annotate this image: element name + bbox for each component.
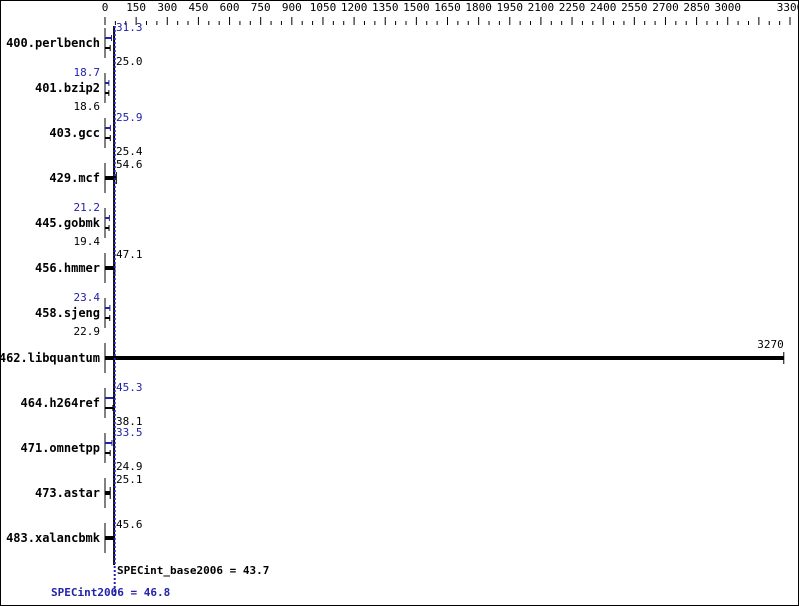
x-tick-label: 3000 (714, 1, 741, 14)
base-value-label: 25.4 (116, 145, 143, 158)
base-value-label: 18.6 (74, 100, 101, 113)
x-tick-label: 1950 (497, 1, 524, 14)
base-value-label: 24.9 (116, 460, 143, 473)
x-tick-label: 750 (251, 1, 271, 14)
x-tick-label: 3300 (777, 1, 799, 14)
base-summary-label: SPECint_base2006 = 43.7 (117, 564, 269, 577)
base-value-label: 22.9 (74, 325, 101, 338)
x-tick-label: 2400 (590, 1, 617, 14)
x-tick-label: 1200 (341, 1, 368, 14)
base-value-label: 3270 (757, 338, 784, 351)
x-tick-label: 2850 (683, 1, 710, 14)
benchmark-label: 429.mcf (49, 171, 100, 185)
benchmark-label: 400.perlbench (6, 36, 100, 50)
peak-value-label: 18.7 (74, 66, 101, 79)
base-value-label: 38.1 (116, 415, 143, 428)
x-tick-label: 600 (220, 1, 240, 14)
x-tick-label: 0 (102, 1, 109, 14)
benchmark-label: 464.h264ref (21, 396, 100, 410)
peak-value-label: 33.5 (116, 426, 143, 439)
base-value-label: 19.4 (74, 235, 101, 248)
x-tick-label: 300 (157, 1, 177, 14)
x-tick-label: 2250 (559, 1, 586, 14)
x-tick-label: 1350 (372, 1, 399, 14)
benchmark-label: 445.gobmk (35, 216, 101, 230)
x-tick-label: 150 (126, 1, 146, 14)
x-tick-label: 1050 (310, 1, 337, 14)
base-value-label: 47.1 (116, 248, 143, 261)
benchmark-label: 473.astar (35, 486, 100, 500)
base-value-label: 45.6 (116, 518, 143, 531)
peak-value-label: 31.3 (116, 21, 143, 34)
benchmark-label: 403.gcc (49, 126, 100, 140)
x-tick-label: 2700 (652, 1, 679, 14)
benchmark-label: 462.libquantum (0, 351, 100, 365)
base-value-label: 25.1 (116, 473, 143, 486)
peak-value-label: 21.2 (74, 201, 101, 214)
benchmark-label: 483.xalancbmk (6, 531, 101, 545)
benchmark-label: 456.hmmer (35, 261, 100, 275)
peak-value-label: 23.4 (74, 291, 101, 304)
x-tick-label: 2550 (621, 1, 648, 14)
x-tick-label: 450 (188, 1, 208, 14)
peak-value-label: 45.3 (116, 381, 143, 394)
x-tick-label: 2100 (528, 1, 555, 14)
benchmark-label: 401.bzip2 (35, 81, 100, 95)
x-tick-label: 1800 (465, 1, 492, 14)
base-value-label: 25.0 (116, 55, 143, 68)
x-tick-label: 900 (282, 1, 302, 14)
benchmark-label: 471.omnetpp (21, 441, 100, 455)
peak-summary-label: SPECint2006 = 46.8 (51, 586, 170, 599)
x-tick-label: 1500 (403, 1, 430, 14)
base-value-label: 54.6 (116, 158, 143, 171)
x-tick-label: 1650 (434, 1, 461, 14)
benchmark-label: 458.sjeng (35, 306, 100, 320)
peak-value-label: 25.9 (116, 111, 143, 124)
